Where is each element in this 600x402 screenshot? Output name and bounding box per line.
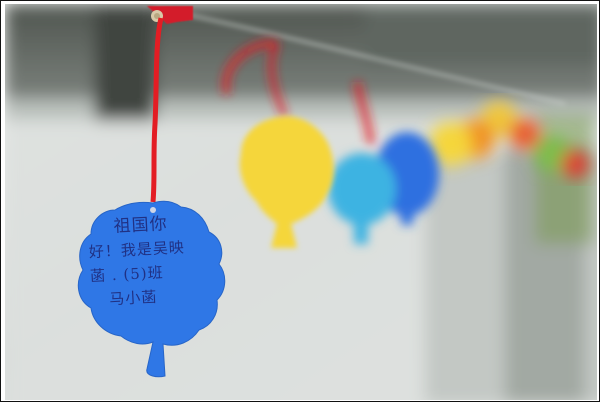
distant-tags <box>429 101 589 178</box>
photo-scene: 祖国你 好！我是吴映 菡 . (5)班 马小菡 <box>5 4 597 400</box>
mid-tags <box>222 40 439 244</box>
yellow-tag <box>239 116 334 248</box>
red-ribbon <box>150 17 164 203</box>
tag-handwriting: 祖国你 好！我是吴映 菡 . (5)班 马小菡 <box>88 209 228 312</box>
scene-svg <box>5 4 597 400</box>
blue-tree-tag <box>77 200 226 378</box>
